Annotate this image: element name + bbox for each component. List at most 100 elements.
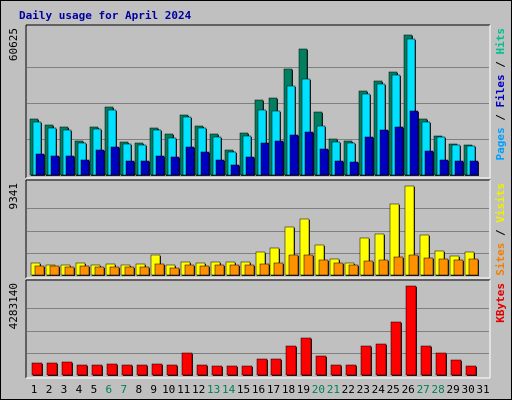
legend-item: Sites [494,243,507,276]
chart-title: Daily usage for April 2024 [19,9,192,22]
bar-sites [348,264,359,276]
bar-pages [274,140,284,176]
bar-pages [95,149,105,176]
bar-pages [454,160,464,176]
bar-sites [49,265,60,276]
bar-sites [423,257,434,276]
bar-kbytes [300,337,312,376]
bar-pages [200,151,210,176]
x-tick-label: 1 [31,383,38,396]
bar-sites [288,254,299,276]
bar-sites [79,265,90,276]
bar-pages [334,160,344,176]
bar-sites [199,265,210,276]
bar-kbytes [121,364,133,376]
x-tick-label: 19 [297,383,310,396]
bar-kbytes [465,365,477,376]
bar-sites [34,265,45,276]
x-tick-label: 14 [222,383,236,396]
bar-pages [215,159,225,176]
bar-kbytes [181,352,193,376]
x-tick-label: 2 [46,383,53,396]
bar-pages [140,160,150,176]
bar-kbytes [450,359,462,376]
x-tick-label: 12 [192,383,205,396]
bar-sites [318,259,329,276]
bar-kbytes [360,345,372,376]
bar-kbytes [46,362,58,376]
bar-sites [64,266,75,276]
bar-kbytes [151,363,163,376]
x-tick-label: 7 [120,383,127,396]
bar-pages [125,160,135,176]
legend-item: / [494,55,507,75]
bar-pages [260,142,270,176]
bar-sites [333,262,344,276]
x-tick-label: 4 [76,383,83,396]
bar-kbytes [196,364,208,376]
bar-sites [214,264,225,276]
x-tick-label: 31 [476,383,489,396]
bar-kbytes [106,363,118,376]
max-label: 60625 [7,28,20,61]
bar-pages [349,161,359,176]
x-tick-label: 28 [431,383,444,396]
bar-pages [35,153,45,176]
panel-kbytes: 4283140 KBytes [7,279,507,379]
bar-pages [379,129,389,176]
x-tick-label: 26 [402,383,415,396]
legend-item: / [494,223,507,243]
bar-sites [139,266,150,276]
bar-pages [394,126,404,176]
bar-pages [110,146,120,176]
legend-item: Hits [494,28,507,55]
bar-kbytes [76,364,88,376]
panel-pages-files-hits: 60625 Pages / Files / Hits [7,24,507,179]
bar-sites [273,262,284,276]
legend-item: Files [494,74,507,107]
bar-sites [438,258,449,276]
x-tick-label: 3 [61,383,68,396]
bar-pages [424,150,434,176]
bar-kbytes [405,285,417,376]
x-tick-label: 6 [105,383,112,396]
bar-pages [469,160,479,176]
bar-kbytes [285,345,297,376]
bar-pages [50,155,60,176]
bar-kbytes [241,365,253,376]
x-tick-label: 15 [237,383,250,396]
panel-visits-sites: 9341 Sites / Visits [7,179,507,279]
bar-pages [245,156,255,176]
x-tick-label: 18 [282,383,295,396]
bar-pages [304,131,314,176]
bar-pages [80,159,90,176]
legend-item: Pages [494,127,507,160]
bar-sites [124,266,135,276]
bar-pages [155,155,165,176]
bar-pages [409,110,419,176]
x-tick-label: 27 [417,383,430,396]
x-tick-label: 22 [342,383,355,396]
bar-sites [94,266,105,276]
bar-pages [65,155,75,176]
legend-item: KBytes [494,283,507,323]
bar-kbytes [166,364,178,376]
bar-pages [289,134,299,176]
bar-sites [259,263,270,276]
bar-kbytes [226,365,238,376]
bar-sites [184,264,195,276]
x-tick-label: 23 [357,383,370,396]
bar-sites [303,254,314,276]
x-tick-label: 9 [150,383,157,396]
bar-pages [230,164,240,176]
legend-item: Visits [494,183,507,223]
bar-sites [378,259,389,276]
legend: KBytes [494,283,507,323]
bar-sites [468,258,479,276]
bar-sites [109,266,120,276]
bar-kbytes [435,352,447,376]
bar-kbytes [136,364,148,376]
bar-sites [363,260,374,276]
bar-sites [408,254,419,276]
